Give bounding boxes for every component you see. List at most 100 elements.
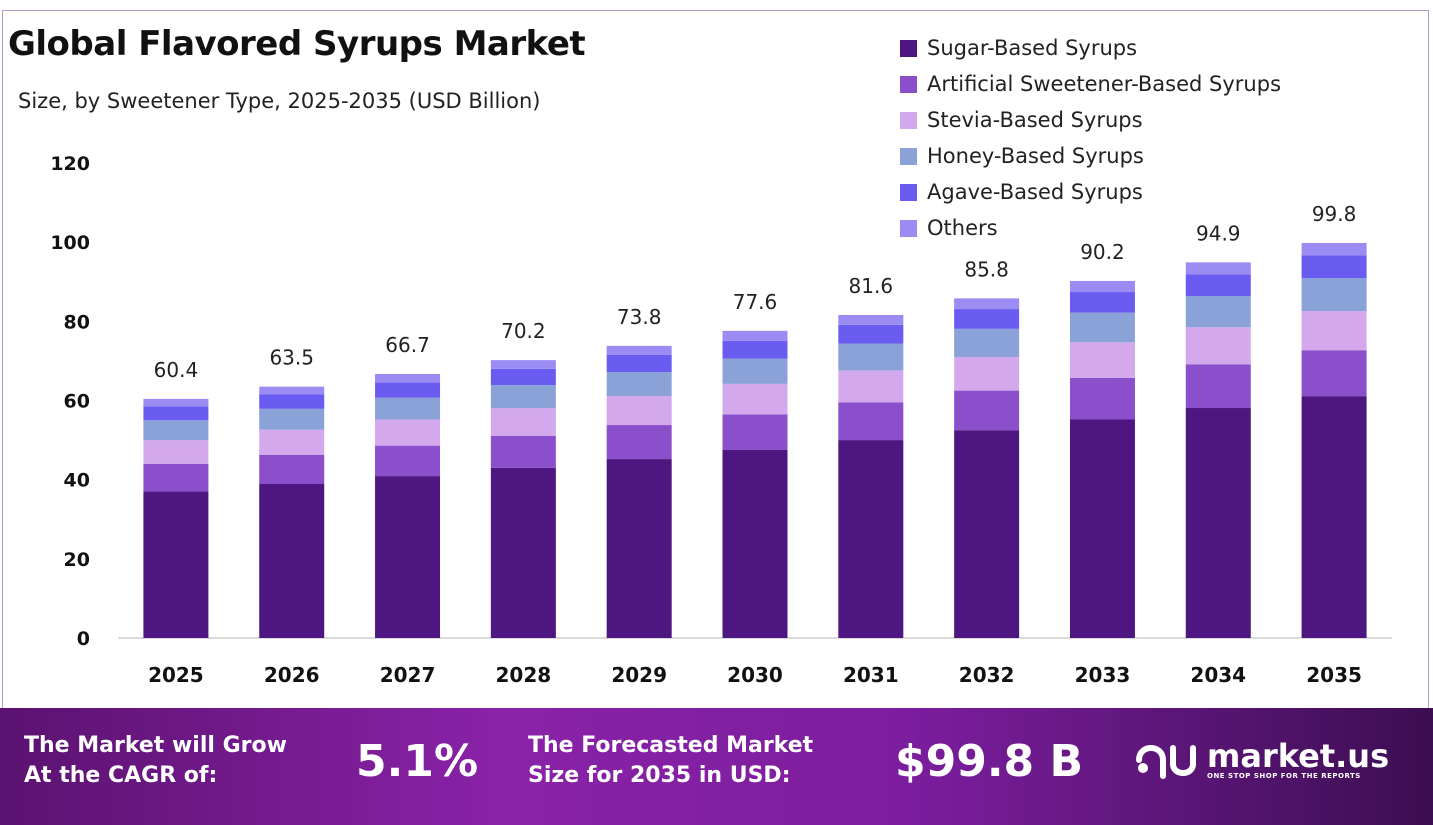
bar-segment — [838, 315, 904, 325]
bar-segment — [606, 372, 672, 397]
bar-segment — [1069, 292, 1135, 313]
legend-item: Artificial Sweetener-Based Syrups — [900, 66, 1281, 102]
bar-segment — [606, 354, 672, 372]
legend-swatch — [900, 75, 917, 93]
bar-segment — [722, 383, 788, 415]
bar-segment — [838, 402, 904, 441]
bar-segment — [143, 463, 209, 492]
bar-segment — [490, 467, 556, 638]
bar-segment — [1301, 350, 1367, 397]
legend-label: Stevia-Based Syrups — [927, 108, 1143, 132]
bar-segment — [143, 398, 209, 407]
bar-segment — [375, 373, 441, 383]
legend-label: Sugar-Based Syrups — [927, 36, 1138, 60]
bar-segment — [1185, 262, 1251, 275]
y-tick-label: 60 — [64, 391, 90, 413]
bar-segment — [954, 356, 1020, 391]
y-tick-label: 20 — [64, 549, 90, 571]
bar-segment — [375, 476, 441, 638]
bar-segment — [143, 491, 209, 638]
bar-segment — [259, 454, 325, 485]
bar-segment — [1301, 242, 1367, 256]
bar-segment — [1069, 377, 1135, 420]
bar-segment — [1185, 408, 1251, 638]
bar-segment — [1185, 327, 1251, 365]
bar-segment — [838, 440, 904, 638]
bar-segment — [259, 408, 325, 430]
x-tick-label: 2032 — [959, 663, 1015, 687]
chart-legend: Sugar-Based Syrups Artificial Sweetener-B… — [900, 30, 1281, 246]
bar-total-label: 81.6 — [849, 274, 894, 298]
stacked-bar-chart: 0 20 40 60 80 100 120 60.4 2025 63.5 2026 66.7 2027 7… — [50, 153, 1392, 687]
bar-segment — [838, 324, 904, 344]
bar-segment — [954, 390, 1020, 431]
legend-swatch — [900, 147, 917, 165]
bar-segment — [1069, 419, 1135, 638]
bar-segment — [1185, 296, 1251, 328]
bar-segment — [606, 345, 672, 355]
bar-segment — [1069, 312, 1135, 343]
bar-segment — [722, 414, 788, 450]
market-us-logo-icon — [1136, 745, 1196, 779]
chart-border — [2, 10, 1429, 708]
legend-swatch — [900, 39, 917, 57]
bar-segment — [1301, 255, 1367, 279]
bar-total-label: 60.4 — [154, 358, 199, 382]
bar-segment — [606, 459, 672, 638]
cagr-label-line1: The Market will Grow — [24, 733, 287, 758]
forecast-label-line2: Size for 2035 in USD: — [528, 763, 791, 788]
bar-segment — [259, 429, 325, 455]
bar-segment — [143, 406, 209, 421]
footer-banner: The Market will Grow At the CAGR of: 5.1… — [0, 708, 1433, 825]
bar-total-label: 94.9 — [1196, 221, 1241, 245]
legend-label: Others — [927, 216, 998, 240]
chart-subtitle: Size, by Sweetener Type, 2025-2035 (USD … — [18, 89, 541, 113]
legend-swatch — [900, 219, 917, 237]
legend-item: Agave-Based Syrups — [900, 174, 1281, 210]
y-tick-label: 0 — [77, 628, 90, 650]
bar-total-label: 77.6 — [733, 290, 778, 314]
bar-segment — [954, 309, 1020, 329]
bar-segment — [1301, 278, 1367, 312]
bar-segment — [490, 408, 556, 436]
bar-segment — [1185, 364, 1251, 409]
bar-total-label: 63.5 — [269, 346, 314, 370]
y-tick-label: 40 — [64, 470, 90, 492]
x-tick-label: 2027 — [380, 663, 436, 687]
bar-segment — [490, 360, 556, 369]
forecast-label: The Forecasted Market Size for 2035 in U… — [528, 731, 813, 791]
bar-total-label: 85.8 — [964, 257, 1009, 281]
bar-segment — [722, 340, 788, 359]
bar-segment — [143, 420, 209, 441]
legend-label: Artificial Sweetener-Based Syrups — [927, 72, 1282, 96]
bar-total-label: 66.7 — [385, 333, 430, 357]
bar-segment — [954, 328, 1020, 357]
bar-segment — [606, 425, 672, 460]
bar-segment — [143, 440, 209, 464]
legend-swatch — [900, 111, 917, 129]
x-tick-label: 2025 — [148, 663, 204, 687]
bar-segment — [259, 484, 325, 638]
bar-segment — [375, 397, 441, 420]
logo-text: market.us — [1207, 737, 1390, 775]
bar-segment — [722, 449, 788, 638]
legend-item: Honey-Based Syrups — [900, 138, 1281, 174]
bar-segment — [1301, 396, 1367, 638]
bar-segment — [722, 330, 788, 341]
forecast-label-line1: The Forecasted Market — [528, 733, 814, 758]
bar-segment — [606, 396, 672, 426]
bar-total-label: 90.2 — [1080, 240, 1125, 264]
x-tick-label: 2028 — [496, 663, 552, 687]
x-tick-label: 2026 — [264, 663, 320, 687]
bar-segment — [722, 358, 788, 384]
cagr-value: 5.1% — [356, 736, 479, 787]
cagr-label-line2: At the CAGR of: — [24, 763, 218, 788]
bar-segment — [490, 435, 556, 468]
x-tick-label: 2033 — [1075, 663, 1131, 687]
legend-item: Others — [900, 210, 1281, 246]
bar-segment — [490, 368, 556, 386]
legend-label: Honey-Based Syrups — [927, 144, 1144, 168]
bar-segment — [490, 385, 556, 409]
y-tick-label: 100 — [50, 232, 90, 254]
